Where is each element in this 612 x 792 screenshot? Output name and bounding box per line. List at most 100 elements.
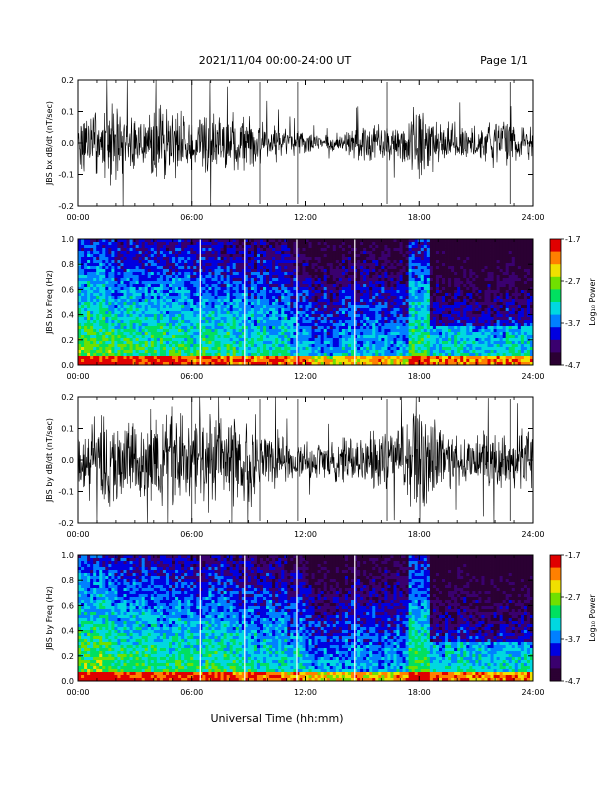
spectrogram-cell <box>187 356 191 360</box>
spectrogram-cell <box>102 269 106 273</box>
spectrogram-cell <box>165 278 170 282</box>
spectrogram-cell <box>199 314 203 318</box>
spectrogram-cell <box>105 278 109 282</box>
spectrogram-cell <box>235 284 240 288</box>
spectrogram-cell <box>135 320 140 324</box>
spectrogram-cell <box>105 248 109 252</box>
spectrogram-cell <box>96 269 100 273</box>
spectrogram-cell <box>214 281 218 285</box>
spectrogram-cell <box>384 296 388 300</box>
spectrogram-cell <box>384 323 388 327</box>
spectrogram-cell <box>256 251 261 255</box>
spectrogram-cell <box>178 296 182 300</box>
spectrogram-cell <box>159 302 164 306</box>
spectrogram-cell <box>326 338 331 342</box>
spectrogram-cell <box>205 362 209 366</box>
spectrogram-cell <box>260 242 264 246</box>
spectrogram-cell <box>369 269 373 273</box>
spectrogram-cell <box>111 338 115 342</box>
spectrogram-cell <box>357 260 361 264</box>
spectrogram-cell <box>253 248 258 252</box>
spectrogram-cell <box>347 314 352 318</box>
spectrogram-cell <box>241 254 246 258</box>
spectrogram-cell <box>232 272 237 276</box>
spectrogram-cell <box>278 302 282 306</box>
spectrogram-cell <box>141 305 146 309</box>
spectrogram-cell <box>387 269 391 273</box>
spectrogram-cell <box>99 284 103 288</box>
spectrogram-cell <box>390 311 394 315</box>
spectrogram-cell <box>175 284 179 288</box>
spectrogram-cell <box>287 362 291 366</box>
spectrogram-cell <box>214 347 218 351</box>
spectrogram-cell <box>90 266 94 270</box>
spectrogram-cell <box>223 284 228 288</box>
spectrogram-cell <box>372 266 376 270</box>
spectrogram-cell <box>378 281 382 285</box>
spectrogram-cell <box>375 347 379 351</box>
spectrogram-cell <box>229 305 234 309</box>
spectrogram-cell <box>338 353 343 357</box>
spectrogram-cell <box>178 347 182 351</box>
spectrogram-cell <box>111 248 115 252</box>
spectrogram-cell <box>211 308 215 312</box>
spectrogram-cell <box>290 284 294 288</box>
spectrogram-cell <box>241 341 246 345</box>
spectrogram-cell <box>357 245 361 249</box>
spectrogram-cell <box>338 251 343 255</box>
spectrogram-cell <box>81 317 85 321</box>
spectrogram-cell <box>287 332 291 336</box>
spectrogram-cell <box>93 338 97 342</box>
spectrogram-cell <box>323 332 328 336</box>
spectrogram-cell <box>78 257 82 261</box>
spectrogram-cell <box>214 329 218 333</box>
spectrogram-cell <box>269 272 273 276</box>
spectrogram-cell <box>317 302 322 306</box>
spectrogram-cell <box>332 242 337 246</box>
spectrogram-cell <box>290 287 294 291</box>
spectrogram-cell <box>138 287 143 291</box>
spectrogram-cell <box>178 323 182 327</box>
spectrogram-cell <box>420 356 425 360</box>
spectrogram-cell <box>411 320 416 324</box>
spectrogram-cell <box>351 257 355 261</box>
spectrogram-cell <box>260 272 264 276</box>
x-tick-label: 24:00 <box>521 213 544 222</box>
spectrogram-cell <box>153 257 158 261</box>
spectrogram-cell <box>235 326 240 330</box>
spectrogram-cell <box>223 299 228 303</box>
spectrogram-cell <box>81 284 85 288</box>
spectrogram-cell <box>78 326 82 330</box>
spectrogram-cell <box>363 293 367 297</box>
spectrogram-cell <box>256 284 261 288</box>
spectrogram-cell <box>211 317 215 321</box>
spectrogram-cell <box>253 242 258 246</box>
spectrogram-cell <box>93 311 97 315</box>
spectrogram-cell <box>111 359 115 363</box>
spectrogram-cell <box>269 296 273 300</box>
spectrogram-cell <box>202 257 206 261</box>
spectrogram-cell <box>314 317 319 321</box>
spectrogram-cell <box>111 239 115 243</box>
spectrogram-cell <box>105 272 109 276</box>
spectrogram-cell <box>278 257 282 261</box>
spectrogram-cell <box>202 269 206 273</box>
spectrogram-cell <box>138 284 143 288</box>
spectrogram-cell <box>144 272 149 276</box>
spectrogram-cell <box>296 257 300 261</box>
spectrogram-cell <box>159 263 164 267</box>
spectrogram-cell <box>299 344 303 348</box>
spectrogram-cell <box>423 278 428 282</box>
spectrogram-cell <box>260 308 264 312</box>
spectrogram-cell <box>396 362 400 366</box>
spectrogram-cell <box>244 314 249 318</box>
spectrogram-cell <box>132 260 137 264</box>
spectrogram-cell <box>78 317 82 321</box>
spectrogram-cell <box>175 323 179 327</box>
spectrogram-cell <box>172 314 176 318</box>
spectrogram-cell <box>269 299 273 303</box>
spectrogram-cell <box>393 332 397 336</box>
spectrogram-cell <box>87 350 91 354</box>
spectrogram-cell <box>93 317 97 321</box>
spectrogram-cell <box>314 242 319 246</box>
